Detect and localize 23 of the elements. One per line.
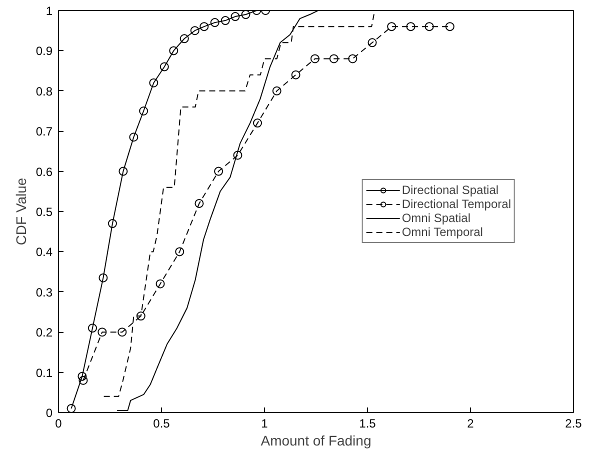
y-tick-label: 0.9 (36, 44, 53, 58)
x-tick-label: 1.5 (359, 416, 376, 430)
y-tick-label: 0 (46, 406, 53, 420)
y-tick-label: 0.7 (36, 124, 53, 139)
legend-label: Directional Spatial (402, 183, 499, 197)
x-tick-label: 0.5 (153, 416, 170, 430)
y-tick-label: 0.5 (36, 205, 53, 219)
y-tick-label: 0.4 (36, 245, 53, 260)
y-tick-label: 0.3 (36, 285, 53, 300)
legend-label: Omni Spatial (402, 211, 471, 225)
y-tick-label: 0.2 (36, 326, 53, 340)
y-tick-label: 0.1 (36, 366, 53, 380)
legend-label: Directional Temporal (402, 197, 511, 211)
y-tick-label: 1 (46, 4, 53, 18)
y-tick-label: 0.8 (36, 84, 53, 98)
x-tick-label: 2 (467, 416, 474, 430)
legend-label: Omni Temporal (402, 225, 483, 239)
y-axis-title: CDF Value (12, 178, 29, 246)
x-tick-label: 0 (55, 416, 62, 430)
x-axis-title: Amount of Fading (260, 432, 372, 448)
x-tick-label: 2.5 (565, 416, 582, 430)
x-tick-label: 1 (261, 416, 268, 430)
y-tick-label: 0.6 (36, 164, 53, 179)
